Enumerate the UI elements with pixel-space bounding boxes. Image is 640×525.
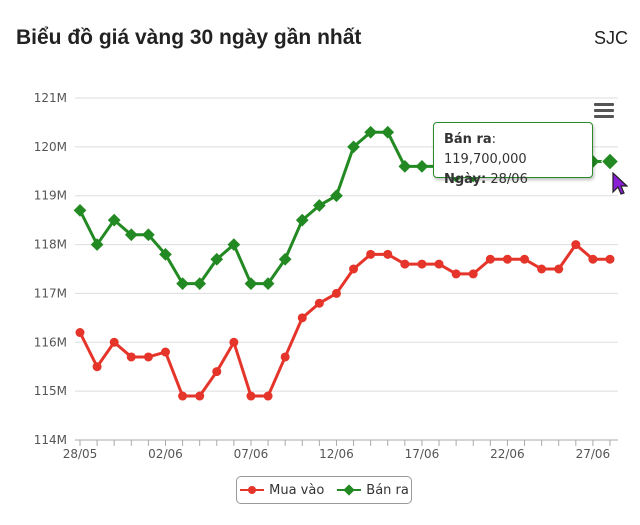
data-point[interactable]: [520, 254, 530, 264]
chart-header: Biểu đồ giá vàng 30 ngày gần nhất SJC: [0, 0, 640, 70]
data-point[interactable]: [280, 352, 290, 362]
y-tick-label: 120M: [34, 140, 67, 154]
data-point[interactable]: [588, 254, 598, 264]
data-point[interactable]: [193, 277, 207, 291]
x-axis: 28/05 02/06 07/06 12/06 17/06 22/06 27/06: [63, 439, 618, 461]
data-point[interactable]: [210, 252, 224, 266]
tooltip-series-label: Bán ra: [444, 132, 492, 147]
tooltip-date: 28/06: [490, 172, 528, 187]
data-point[interactable]: [415, 160, 429, 173]
data-point[interactable]: [227, 238, 241, 251]
data-point[interactable]: [246, 391, 256, 401]
data-point[interactable]: [400, 259, 410, 269]
data-point[interactable]: [178, 391, 188, 401]
data-point[interactable]: [263, 391, 273, 401]
data-point[interactable]: [244, 277, 258, 291]
data-point[interactable]: [75, 328, 85, 338]
y-tick-label: 115M: [34, 384, 67, 398]
data-point[interactable]: [383, 249, 393, 259]
tooltip-value: 119,700,000: [444, 152, 527, 167]
data-point[interactable]: [212, 367, 222, 377]
data-point[interactable]: [381, 125, 395, 139]
data-point[interactable]: [73, 204, 87, 217]
x-tick-label: 28/05: [63, 447, 98, 461]
data-point[interactable]: [297, 313, 307, 323]
data-point[interactable]: [107, 213, 121, 227]
data-point[interactable]: [502, 254, 512, 264]
data-point[interactable]: [417, 259, 427, 269]
data-point[interactable]: [485, 254, 495, 264]
x-tick-label: 07/06: [234, 447, 269, 461]
legend[interactable]: Mua vào Bán ra: [236, 476, 412, 504]
data-point[interactable]: [605, 254, 615, 264]
data-point[interactable]: [349, 264, 359, 274]
data-point[interactable]: [364, 125, 378, 139]
data-point[interactable]: [468, 269, 478, 279]
legend-ban-icon: [337, 484, 362, 496]
data-point[interactable]: [160, 347, 170, 357]
data-point[interactable]: [261, 277, 275, 291]
data-point[interactable]: [398, 160, 412, 173]
data-point[interactable]: [109, 337, 119, 347]
data-point[interactable]: [229, 337, 239, 347]
data-point[interactable]: [142, 228, 155, 242]
data-point[interactable]: [347, 140, 360, 154]
data-point[interactable]: [295, 213, 309, 227]
data-point[interactable]: [554, 264, 564, 274]
tooltip: Bán ra: 119,700,000 Ngày: 28/06: [433, 122, 593, 187]
data-point[interactable]: [90, 238, 104, 251]
data-point[interactable]: [143, 352, 153, 362]
legend-item-ban[interactable]: Bán ra: [336, 483, 409, 498]
data-point[interactable]: [330, 189, 343, 203]
mouse-cursor-icon: [612, 172, 628, 195]
data-point[interactable]: [451, 269, 461, 279]
data-point[interactable]: [571, 240, 581, 250]
x-tick-label: 17/06: [405, 447, 440, 461]
brand-label: SJC: [593, 28, 628, 48]
data-point[interactable]: [537, 264, 547, 274]
legend-item-mua[interactable]: Mua vào: [239, 483, 324, 498]
data-point[interactable]: [92, 362, 102, 372]
data-point[interactable]: [195, 391, 205, 401]
y-tick-label: 119M: [34, 189, 67, 203]
x-tick-label: 27/06: [576, 447, 611, 461]
data-point[interactable]: [366, 249, 376, 259]
x-tick-label: 02/06: [148, 447, 183, 461]
x-tick-label: 12/06: [319, 447, 354, 461]
chart-title: Biểu đồ giá vàng 30 ngày gần nhất: [16, 26, 362, 49]
y-tick-label: 117M: [34, 286, 67, 300]
data-point[interactable]: [312, 199, 326, 212]
y-tick-label: 114M: [34, 433, 67, 447]
data-point[interactable]: [278, 252, 292, 266]
hamburger-menu-icon[interactable]: [594, 103, 614, 119]
data-point[interactable]: [434, 259, 444, 269]
data-point[interactable]: [331, 288, 341, 298]
data-point[interactable]: [126, 352, 136, 362]
x-tick-label: 22/06: [490, 447, 525, 461]
y-axis: 114M 115M 116M 117M 118M 119M 120M 121M: [34, 91, 67, 447]
data-point[interactable]: [176, 277, 189, 291]
data-point[interactable]: [600, 152, 620, 171]
series-0: [75, 240, 615, 401]
y-tick-label: 116M: [34, 335, 67, 349]
legend-ban-label: Bán ra: [366, 482, 409, 498]
legend-mua-icon: [240, 486, 265, 494]
series-line: [78, 243, 610, 398]
data-point[interactable]: [314, 298, 324, 308]
tooltip-date-label: Ngày:: [444, 172, 487, 187]
y-tick-label: 121M: [34, 91, 67, 105]
y-tick-label: 118M: [34, 238, 67, 252]
legend-mua-label: Mua vào: [269, 482, 325, 498]
